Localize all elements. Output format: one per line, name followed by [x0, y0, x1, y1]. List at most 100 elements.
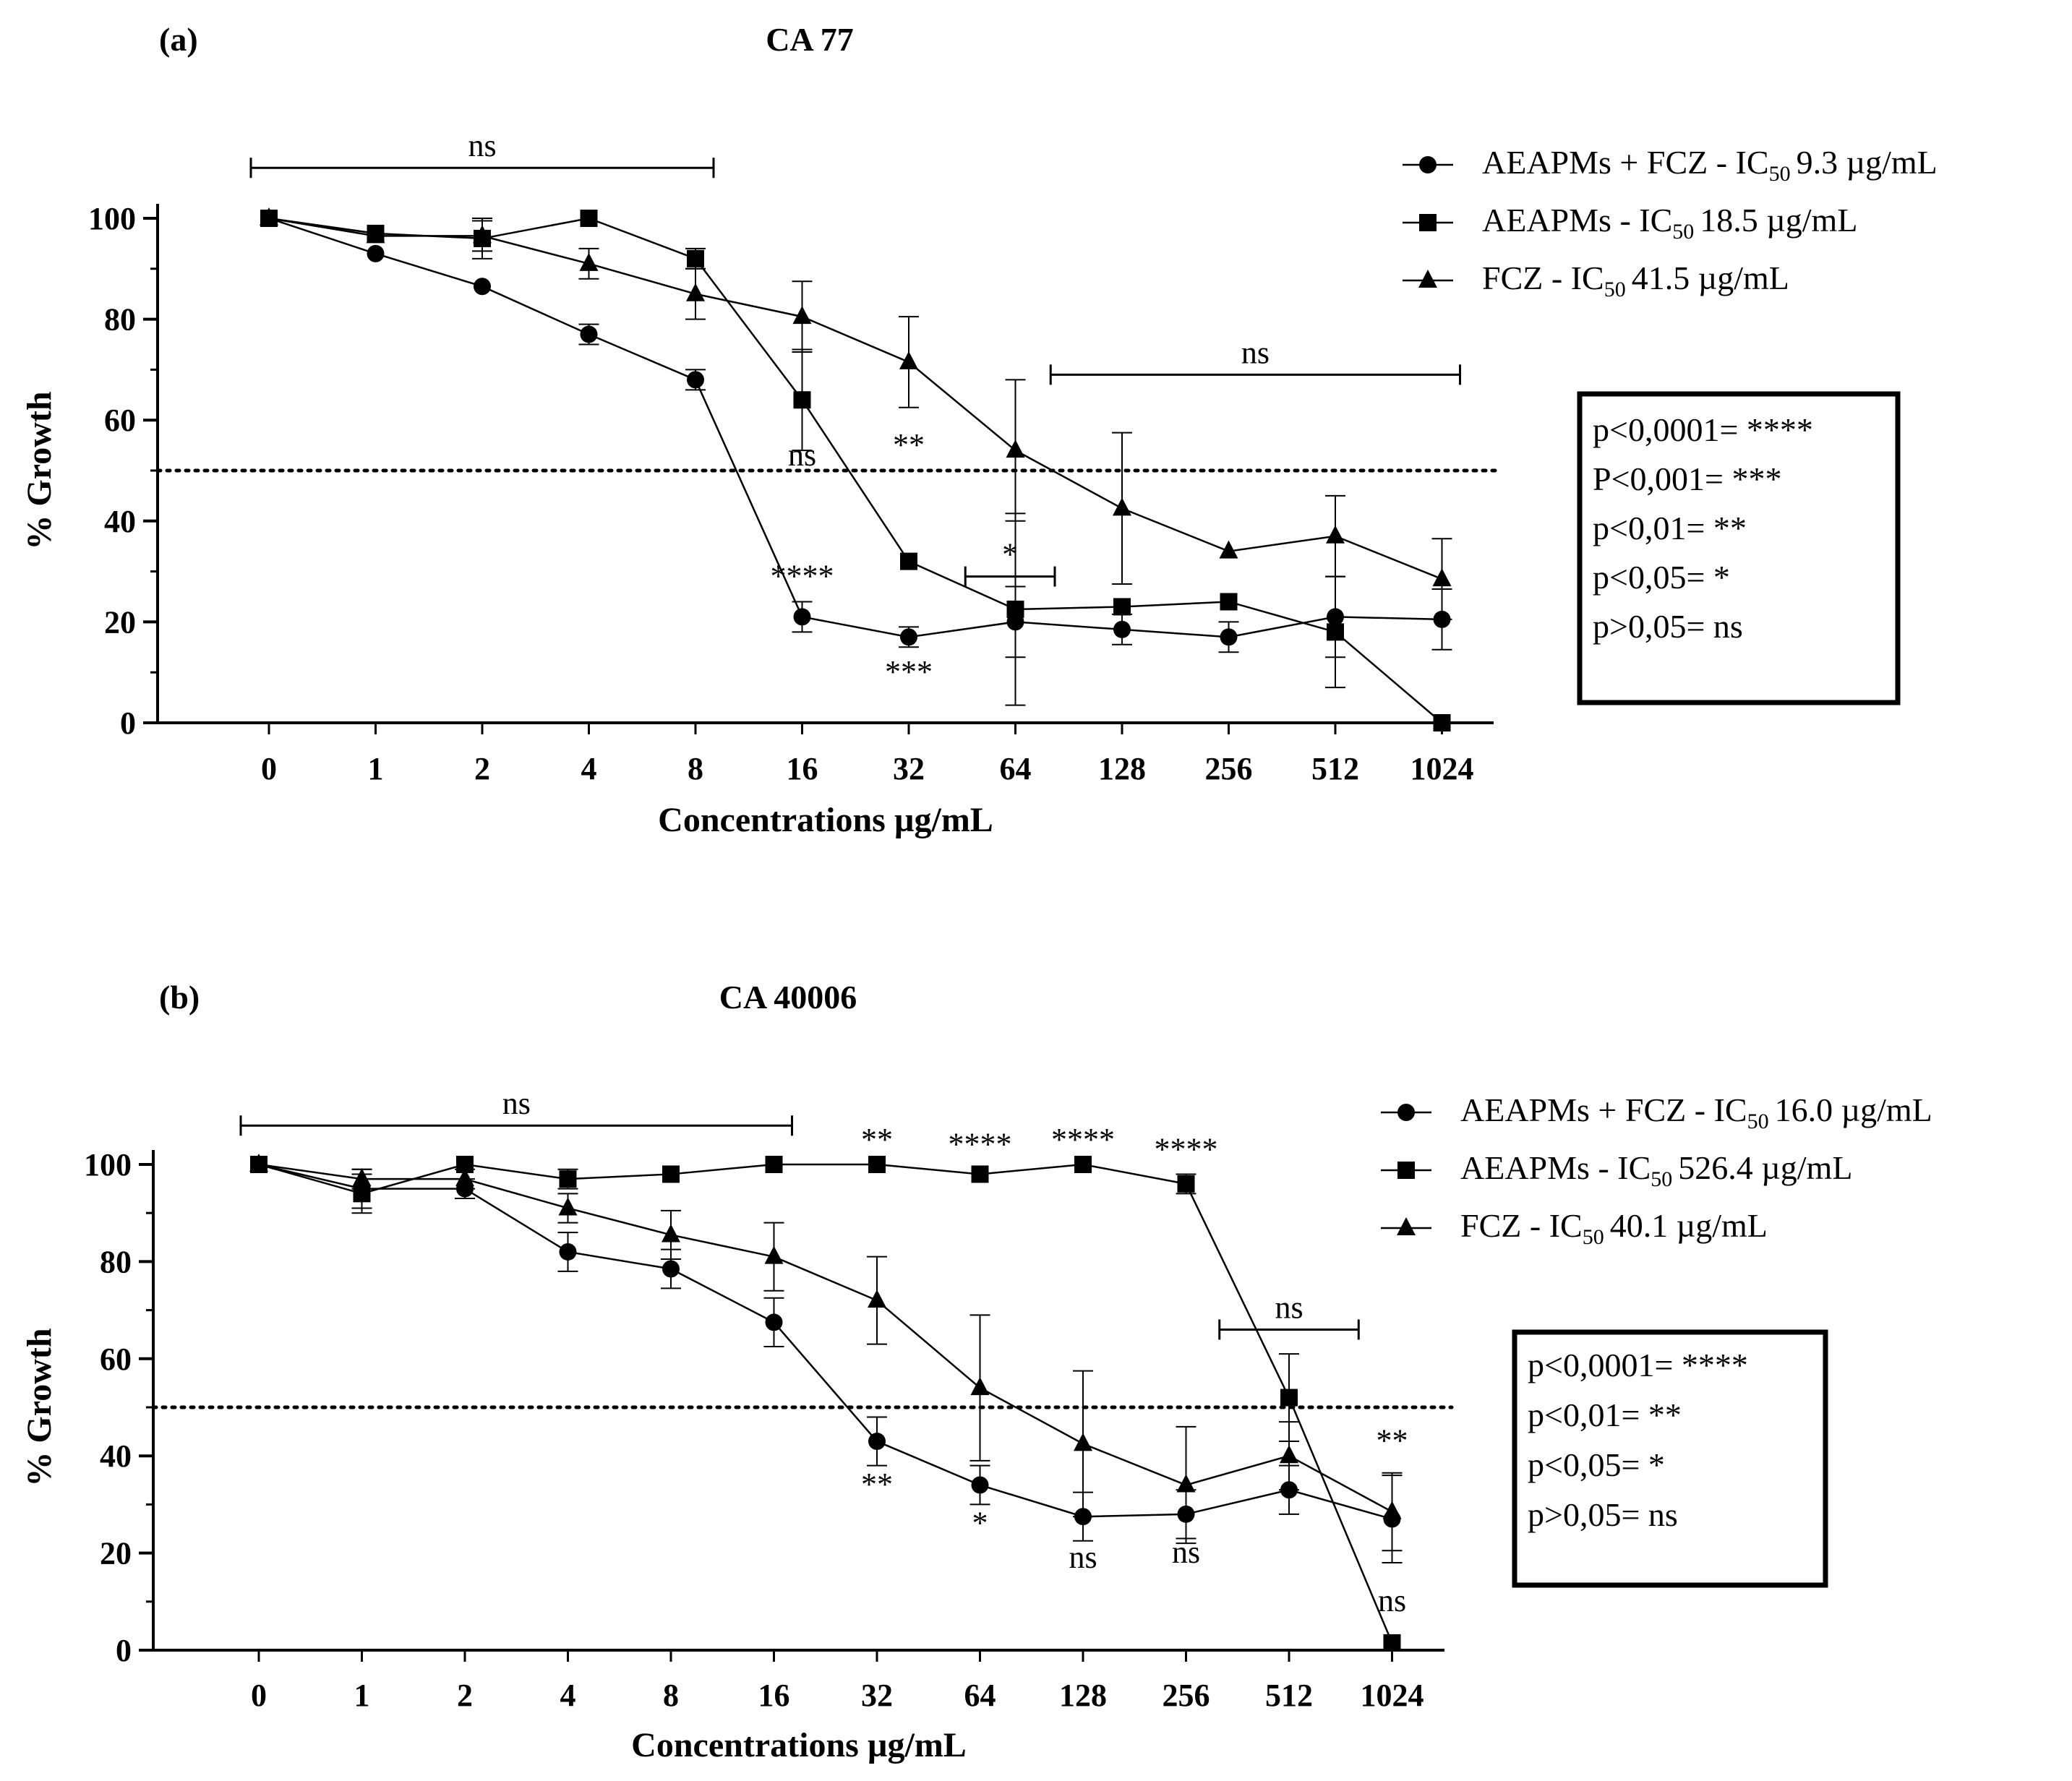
data-point: [970, 1377, 990, 1396]
x-tick-label: 8: [688, 751, 703, 786]
data-point: [971, 1476, 989, 1494]
data-point: [765, 1313, 783, 1331]
y-tick-label: 40: [104, 504, 136, 539]
significance-key-row: P<0,001= ***: [1593, 460, 1781, 497]
x-tick-label: 1024: [1410, 751, 1474, 786]
chart-title: CA 77: [766, 21, 853, 58]
data-point: [1280, 1389, 1298, 1407]
x-tick-label: 512: [1311, 751, 1359, 786]
data-point: [1113, 620, 1131, 638]
series-line: [258, 1163, 1392, 1520]
series-line: [268, 217, 1442, 580]
x-tick-label: 4: [581, 751, 597, 786]
data-point: [558, 1197, 578, 1216]
significance-label: ****: [1051, 1122, 1115, 1157]
data-point: [900, 628, 917, 646]
legend-entry: FCZ - IC50 41.5 µg/mL: [1482, 259, 1789, 301]
data-point: [1382, 1501, 1402, 1519]
legend-separator: -: [1686, 1091, 1713, 1128]
y-axis-title: % Growth: [20, 1328, 59, 1486]
x-tick-label: 64: [1000, 751, 1032, 786]
legend-ic-label: IC: [1549, 1207, 1583, 1244]
data-point: [260, 207, 278, 226]
chart-panel-b: (b) CA 40006 0 20 40 60 80 100 0 1 2 4 8 16 32 64 128 256…: [20, 979, 1932, 1764]
x-tick-label: 128: [1098, 751, 1146, 786]
significance-label: ns: [468, 128, 496, 163]
legend-entry: AEAPMs + FCZ - IC50 16.0 µg/mL: [1460, 1091, 1932, 1133]
series-triangle: [260, 207, 1452, 620]
series-circle: [260, 210, 1452, 658]
legend-separator: -: [1590, 1149, 1617, 1186]
data-point: [1177, 1175, 1195, 1193]
y-tick-label: 40: [100, 1438, 132, 1474]
legend-separator: -: [1543, 259, 1570, 296]
x-tick-label: 64: [964, 1678, 996, 1713]
legend-entry: AEAPMs + FCZ - IC50 9.3 µg/mL: [1482, 144, 1938, 186]
data-point: [868, 1289, 886, 1308]
significance-label: ns: [1275, 1289, 1303, 1325]
y-tick-label: 20: [100, 1536, 132, 1571]
data-point: [662, 1224, 680, 1243]
x-tick-label: 2: [474, 751, 490, 786]
data-point: [1074, 1433, 1092, 1451]
data-point: [249, 1154, 268, 1172]
data-point: [687, 371, 704, 389]
significance-key-row: p<0,05= *: [1528, 1446, 1665, 1483]
data-point: [1326, 525, 1345, 544]
data-point: [366, 225, 385, 244]
data-point: [900, 552, 917, 570]
legend-entry: AEAPMs - IC50 18.5 µg/mL: [1482, 202, 1857, 244]
y-tick-label: 100: [84, 1147, 132, 1183]
panel-label: (b): [159, 979, 200, 1016]
legend-ic-subscript: 50: [1583, 1225, 1604, 1249]
data-point: [1432, 568, 1452, 587]
data-point: [1219, 540, 1238, 559]
data-point: [868, 1433, 886, 1451]
significance-label: ***: [885, 654, 933, 690]
legend-series-name: AEAPMs + FCZ: [1482, 144, 1708, 181]
data-point: [899, 351, 918, 369]
significance-label: ****: [771, 559, 834, 594]
data-point: [868, 1156, 886, 1173]
significance-key-row: p<0,05= *: [1593, 559, 1730, 596]
significance-label: **: [893, 427, 925, 463]
data-point: [686, 283, 705, 301]
data-point: [559, 1170, 577, 1188]
x-tick-label: 32: [893, 751, 925, 786]
data-point: [1383, 1634, 1401, 1652]
legend-marker-square: [1397, 1162, 1415, 1179]
legend-separator: -: [1708, 144, 1735, 181]
series-line: [268, 217, 1443, 724]
significance-label: **: [861, 1122, 893, 1157]
legend-marker-circle: [1419, 156, 1437, 173]
data-point: [1176, 1474, 1196, 1493]
legend-ic-value: 18.5 µg/mL: [1700, 202, 1857, 239]
data-point: [1006, 439, 1025, 458]
significance-key-row: p<0,0001= ****: [1593, 411, 1813, 448]
data-point: [662, 1260, 680, 1278]
x-tick-label: 1: [368, 751, 384, 786]
significance-label: ns: [1241, 335, 1270, 370]
significance-label: ****: [1155, 1131, 1218, 1167]
legend-series-name: AEAPMs + FCZ: [1460, 1091, 1686, 1128]
data-point: [764, 1245, 784, 1264]
x-tick-label: 256: [1205, 751, 1253, 786]
data-point: [1113, 598, 1131, 616]
data-point: [473, 225, 492, 244]
data-point: [971, 1165, 989, 1183]
data-point: [455, 1168, 474, 1187]
x-tick-label: 16: [787, 751, 818, 786]
x-axis-title: Concentrations µg/mL: [631, 1726, 967, 1764]
legend-ic-label: IC: [1571, 259, 1604, 296]
legend-series-name: FCZ: [1482, 259, 1543, 296]
significance-key-row: p>0,05= ns: [1528, 1496, 1678, 1533]
significance-label: ns: [502, 1086, 531, 1121]
y-tick-label: 0: [120, 705, 136, 741]
data-point: [687, 249, 704, 267]
legend-ic-value: 40.1 µg/mL: [1610, 1207, 1768, 1244]
legend-ic-subscript: 50: [1769, 162, 1791, 186]
significance-label: ns: [788, 437, 816, 473]
panel-label: (a): [159, 21, 198, 58]
x-tick-label: 1: [354, 1678, 370, 1713]
